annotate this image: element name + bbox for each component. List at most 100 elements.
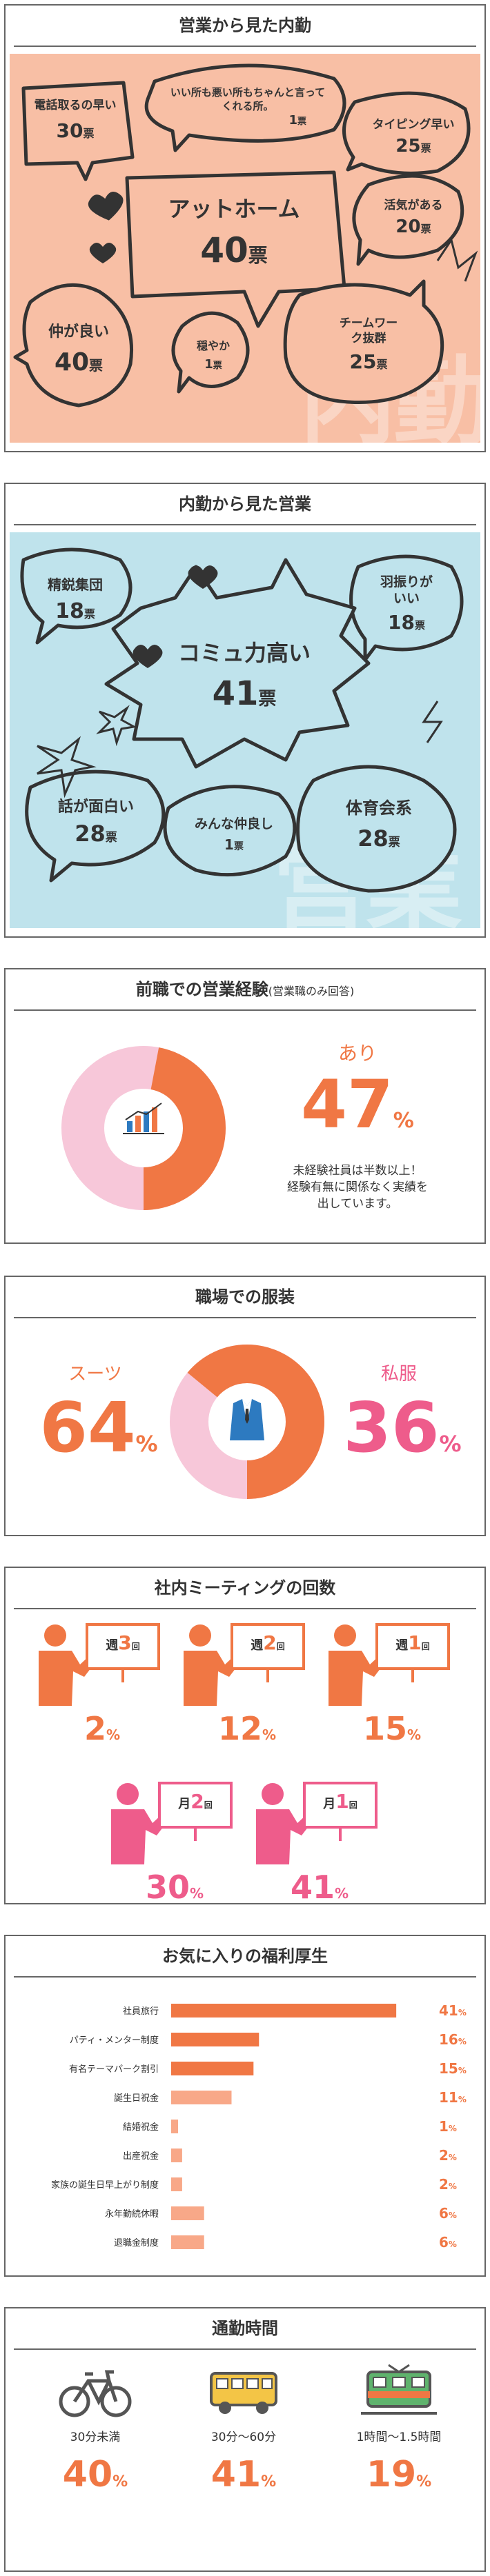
commute-label: 30分〜60分 <box>210 2431 277 2444</box>
bubble-all-friends: みんな仲良し 1票 <box>172 814 296 853</box>
bubble-count: 28 <box>357 825 389 852</box>
donut-value-arc <box>170 1345 324 1499</box>
section-office-view-of-sales: 内勤から見た営業 営業 精鋭集団 18票 <box>4 483 486 938</box>
percent-sign: % <box>406 1727 422 1743</box>
bubble-label: みんな仲良し <box>194 816 273 832</box>
meeting-unit: 回 <box>131 1642 140 1651</box>
percent-value: 64 <box>39 1387 136 1468</box>
meeting-percent: 15% <box>316 1710 454 1747</box>
meeting-item: 週3回 2% <box>26 1616 164 1747</box>
bubble-unit: 票 <box>248 244 268 267</box>
section-title: 通勤時間 <box>14 2308 476 2350</box>
meeting-period: 週 <box>395 1638 409 1653</box>
value-label: 6% <box>439 2205 457 2222</box>
section-title: 内勤から見た営業 <box>14 484 476 525</box>
bubble-label: アットホーム <box>168 196 300 222</box>
title-main: 前職での営業経験 <box>135 980 268 999</box>
percent-sign: % <box>189 1885 204 1902</box>
board-text: 週3回 <box>90 1631 156 1654</box>
bubble-label: いい所も悪い所もちゃんと言ってくれる所。 <box>170 86 326 112</box>
bicycle-icon <box>59 2370 132 2417</box>
benefit-bar <box>171 2004 397 2017</box>
benefit-bar <box>171 2149 182 2162</box>
section-meeting-frequency: 社内ミーティングの回数 週3回 2% 週2回 12% 週1回 15% 月2回 30% 月1回 41… <box>4 1567 486 1904</box>
bubble-teamwork: チームワーク抜群 25票 <box>306 316 431 373</box>
bubble-label: 体育会系 <box>346 798 412 818</box>
category-label: 出産祝金 <box>123 2151 159 2162</box>
category-label: 永年勤続休暇 <box>105 2209 159 2220</box>
presenter-icon <box>39 1623 160 1706</box>
bubble-unit: 票 <box>83 127 95 140</box>
meeting-percent: 30% <box>99 1869 237 1904</box>
presenter-icon <box>184 1623 305 1706</box>
bubble-count: 30 <box>56 119 84 142</box>
category-label: 社員旅行 <box>123 2006 159 2017</box>
bubble-generous: 羽振りがいい 18票 <box>358 574 455 634</box>
meeting-percent: 2% <box>26 1710 164 1747</box>
bubble-count: 28 <box>75 821 106 847</box>
category-label: パティ・メンター制度 <box>70 2035 159 2046</box>
benefit-bar <box>171 2091 232 2104</box>
meeting-percent: 12% <box>171 1710 309 1747</box>
bubble-shapes <box>13 63 478 407</box>
category-label: 結婚祝金 <box>123 2122 159 2133</box>
meeting-times: 1 <box>335 1790 349 1813</box>
section-title: 社内ミーティングの回数 <box>14 1568 476 1609</box>
section-commute-time: 通勤時間 30分未満 40% 30分〜60分 41% <box>4 2307 486 2572</box>
category-label: 家族の誕生日早上がり制度 <box>51 2180 159 2191</box>
bus-icon <box>210 2372 277 2414</box>
percent-value: 30 <box>145 1869 190 1904</box>
suit-percent: 64% <box>19 1387 178 1468</box>
percent-sign: % <box>135 1431 158 1457</box>
bubble-count: 40 <box>200 230 248 270</box>
title-note: (営業職のみ回答) <box>268 985 355 998</box>
bubble-sporty: 体育会系 28票 <box>313 794 444 852</box>
commute-item: 1時間〜1.5時間 19% <box>330 2364 468 2495</box>
commute-value: 41 <box>210 2454 262 2495</box>
value-label: 6% <box>439 2234 457 2251</box>
meeting-times: 3 <box>118 1631 132 1654</box>
bubble-unit: 票 <box>420 223 431 235</box>
bubble-unit: 票 <box>258 689 277 710</box>
category-label: 誕生日祝金 <box>114 2093 159 2104</box>
casual-percent: 36% <box>323 1387 482 1468</box>
note-line: 出しています。 <box>317 1197 398 1211</box>
meeting-unit: 回 <box>421 1642 430 1651</box>
meeting-times: 2 <box>263 1631 277 1654</box>
bubble-unit: 票 <box>414 619 425 632</box>
presenter-icon <box>329 1623 450 1706</box>
bubble-count: 40 <box>54 348 90 376</box>
bubble-label: 精鋭集団 <box>48 576 103 593</box>
bubble-label: タイピング早い <box>372 118 455 132</box>
percent-sign: % <box>334 1885 349 1902</box>
suit-label: スーツ <box>68 1364 122 1385</box>
meeting-period: 週 <box>106 1638 119 1653</box>
experience-percent: 47% <box>282 1066 433 1143</box>
bubble-phone-fast: 電話取るの早い 30票 <box>23 95 127 142</box>
commute-percent-sign: % <box>112 2473 128 2491</box>
note-line: 経験有無に関係なく実績を <box>287 1180 428 1194</box>
meeting-period: 月 <box>323 1797 336 1811</box>
growth-chart-icon <box>123 1103 164 1134</box>
percent-value: 36 <box>343 1387 440 1468</box>
section-previous-sales-experience: 前職での営業経験(営業職のみ回答) あり 47% 未経験社員は半数以上！ 経験有… <box>4 968 486 1244</box>
meeting-item: 週2回 12% <box>171 1616 309 1747</box>
category-label: 有名テーマパーク割引 <box>69 2064 159 2075</box>
percent-sign: % <box>439 1431 462 1457</box>
meeting-item: 月2回 30% <box>99 1775 237 1904</box>
bubble-unit: 票 <box>388 836 400 849</box>
value-label: 2% <box>439 2147 457 2164</box>
section-title: 職場での服装 <box>14 1277 476 1318</box>
answer-label: あり <box>337 1042 377 1065</box>
commute-label: 1時間〜1.5時間 <box>356 2431 442 2444</box>
bubble-funny: 話が面白い 28票 <box>30 794 161 847</box>
category-label: 退職金制度 <box>114 2237 159 2248</box>
value-label: 1% <box>439 2118 457 2135</box>
bubble-unit: 票 <box>89 357 104 374</box>
board-text: 週1回 <box>380 1631 446 1654</box>
benefit-bar <box>171 2206 204 2220</box>
note-line: 未経験社員は半数以上！ <box>293 1164 422 1178</box>
bubble-label: 穏やか <box>196 339 230 352</box>
value-label: 16% <box>439 2031 467 2048</box>
value-label: 15% <box>439 2060 467 2077</box>
